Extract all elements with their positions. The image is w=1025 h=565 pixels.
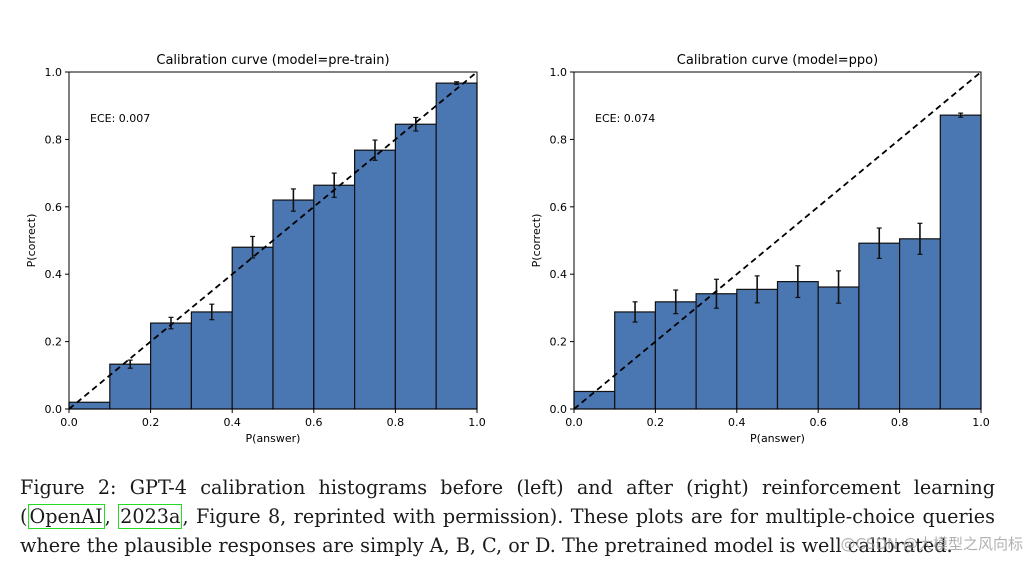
right-bar (614, 311, 657, 410)
right-y-axis-label: P(correct) (530, 214, 543, 268)
left-x-tick-label: 0.0 (60, 416, 78, 429)
left-chart-title: Calibration curve (model=pre-train) (156, 53, 389, 68)
right-bar (898, 238, 941, 410)
left-x-tick-label: 0.2 (142, 416, 160, 429)
caption-text-after: , Figure 8, reprinted with permission). … (20, 505, 995, 557)
right-y-tick-label: 1.0 (550, 66, 568, 79)
right-y-tick-label: 0.8 (550, 133, 568, 146)
right-ece-annotation: ECE: 0.074 (595, 112, 655, 125)
right-bar (776, 281, 819, 410)
right-y-tick-label: 0.6 (550, 201, 568, 214)
right-bar (858, 242, 901, 410)
citation-year-link[interactable]: 2023a (118, 504, 183, 529)
left-y-tick-label: 0.8 (45, 133, 63, 146)
left-x-tick-label: 0.8 (387, 416, 405, 429)
right-x-tick-label: 0.8 (891, 416, 909, 429)
left-bar (150, 322, 193, 410)
left-bar (354, 149, 397, 410)
left-x-tick-label: 0.4 (223, 416, 241, 429)
right-x-tick-label: 0.2 (647, 416, 665, 429)
left-y-tick-label: 0.2 (45, 336, 63, 349)
left-x-tick-label: 1.0 (468, 416, 486, 429)
left-bar (190, 311, 233, 410)
right-bar (573, 390, 616, 410)
left-bar (313, 184, 356, 410)
left-y-tick-label: 0.6 (45, 201, 63, 214)
left-y-axis-label: P(correct) (25, 214, 38, 268)
left-ece-annotation: ECE: 0.007 (90, 112, 150, 125)
right-bar (654, 301, 697, 410)
right-bar (736, 288, 779, 410)
left-bar (109, 363, 152, 410)
watermark: @CSDN @大模型之风向标 (840, 535, 1023, 553)
right-x-tick-label: 0.6 (809, 416, 827, 429)
caption-separator: , (104, 505, 119, 528)
right-chart-title: Calibration curve (model=ppo) (677, 53, 878, 68)
left-y-tick-label: 0.4 (45, 268, 63, 281)
left-bar (272, 199, 315, 410)
left-axes-frame (68, 71, 478, 410)
right-x-axis-label: P(answer) (750, 432, 805, 445)
right-diagonal-line (573, 71, 982, 410)
right-bar (939, 114, 982, 410)
left-x-tick-label: 0.6 (305, 416, 323, 429)
left-x-axis-label: P(answer) (246, 432, 301, 445)
right-y-tick-label: 0.2 (550, 336, 568, 349)
left-y-tick-label: 1.0 (45, 66, 63, 79)
right-bar (695, 293, 738, 410)
figure-caption: Figure 2: GPT-4 calibration histograms b… (20, 473, 995, 560)
left-y-tick-label: 0.0 (45, 403, 63, 416)
right-bar (817, 286, 860, 410)
right-y-tick-label: 0.0 (550, 403, 568, 416)
left-bar (68, 401, 111, 410)
right-axes-frame (573, 71, 982, 410)
right-y-tick-label: 0.4 (550, 268, 568, 281)
charts-area: 0.0 0.2 0.4 0.6 0.8 1.0 0.0 0.2 0.4 0.6 0.8 1.0 Cali… (25, 53, 990, 445)
right-x-tick-label: 0.4 (728, 416, 746, 429)
citation-author-link[interactable]: OpenAI (27, 504, 105, 529)
right-x-tick-label: 0.0 (565, 416, 583, 429)
right-x-tick-label: 1.0 (972, 416, 990, 429)
left-bar (394, 123, 437, 410)
left-bar (435, 82, 478, 410)
caption-text-before: Figure 2: GPT-4 calibration histograms b… (20, 476, 995, 528)
left-diagonal-line (68, 71, 478, 410)
left-bar (231, 246, 274, 410)
